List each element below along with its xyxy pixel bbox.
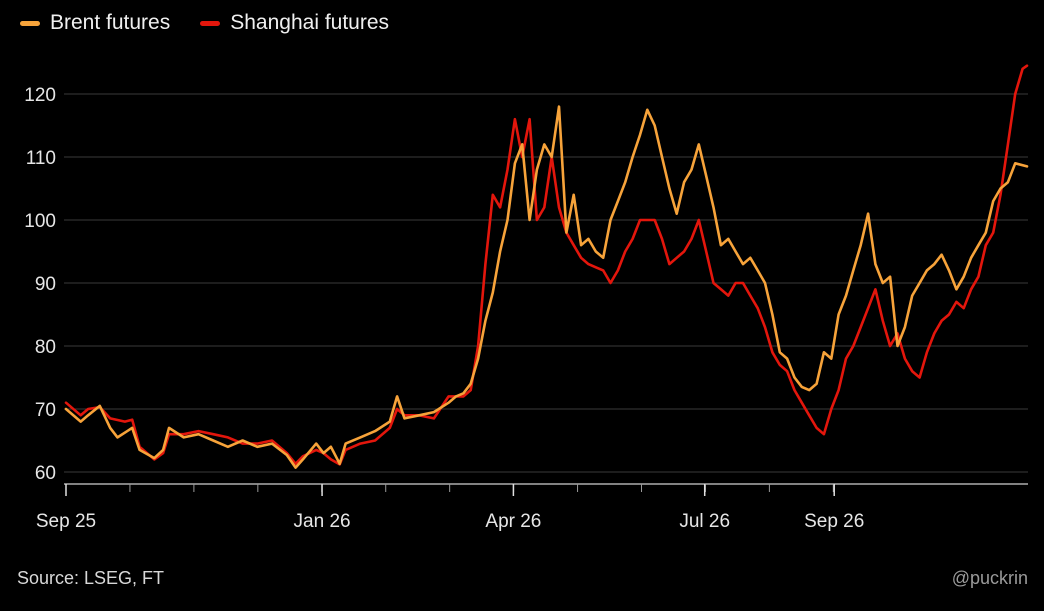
x-tick-label: Jul 26 bbox=[679, 511, 730, 532]
series-lines bbox=[64, 64, 1029, 469]
legend-swatch-brent bbox=[20, 20, 40, 26]
x-tick-label: Sep 25 bbox=[36, 511, 96, 532]
series-line-shanghai-futures bbox=[64, 64, 1029, 466]
legend-item-shanghai: Shanghai futures bbox=[200, 11, 389, 35]
series-line-brent-futures bbox=[64, 105, 1029, 469]
y-tick-label-60: 60 bbox=[35, 463, 56, 484]
y-tick-label-120: 120 bbox=[24, 85, 56, 106]
x-axis: Sep 25 Jan 26 Apr 26 Jul 26 Sep 26 bbox=[36, 483, 1028, 532]
y-tick-label-100: 100 bbox=[24, 211, 56, 232]
x-tick-label: Jan 26 bbox=[294, 511, 351, 532]
legend-label-brent: Brent futures bbox=[50, 11, 171, 34]
credit-handle: @puckrin bbox=[951, 568, 1028, 588]
y-axis: 60 70 80 90 100 110 120 bbox=[24, 85, 56, 484]
legend-item-brent: Brent futures bbox=[20, 11, 170, 35]
y-tick-label-80: 80 bbox=[35, 337, 56, 358]
y-tick-label-110: 110 bbox=[26, 148, 56, 169]
legend-swatch-shanghai bbox=[200, 20, 221, 26]
y-tick-label-70: 70 bbox=[35, 400, 56, 421]
x-tick-label: Sep 26 bbox=[804, 511, 864, 532]
legend: Brent futures Shanghai futures bbox=[20, 11, 389, 35]
y-tick-label-90: 90 bbox=[35, 274, 56, 295]
x-tick-label: Apr 26 bbox=[485, 511, 541, 532]
source-note: Source: LSEG, FT bbox=[17, 568, 165, 588]
legend-label-shanghai: Shanghai futures bbox=[230, 11, 390, 34]
